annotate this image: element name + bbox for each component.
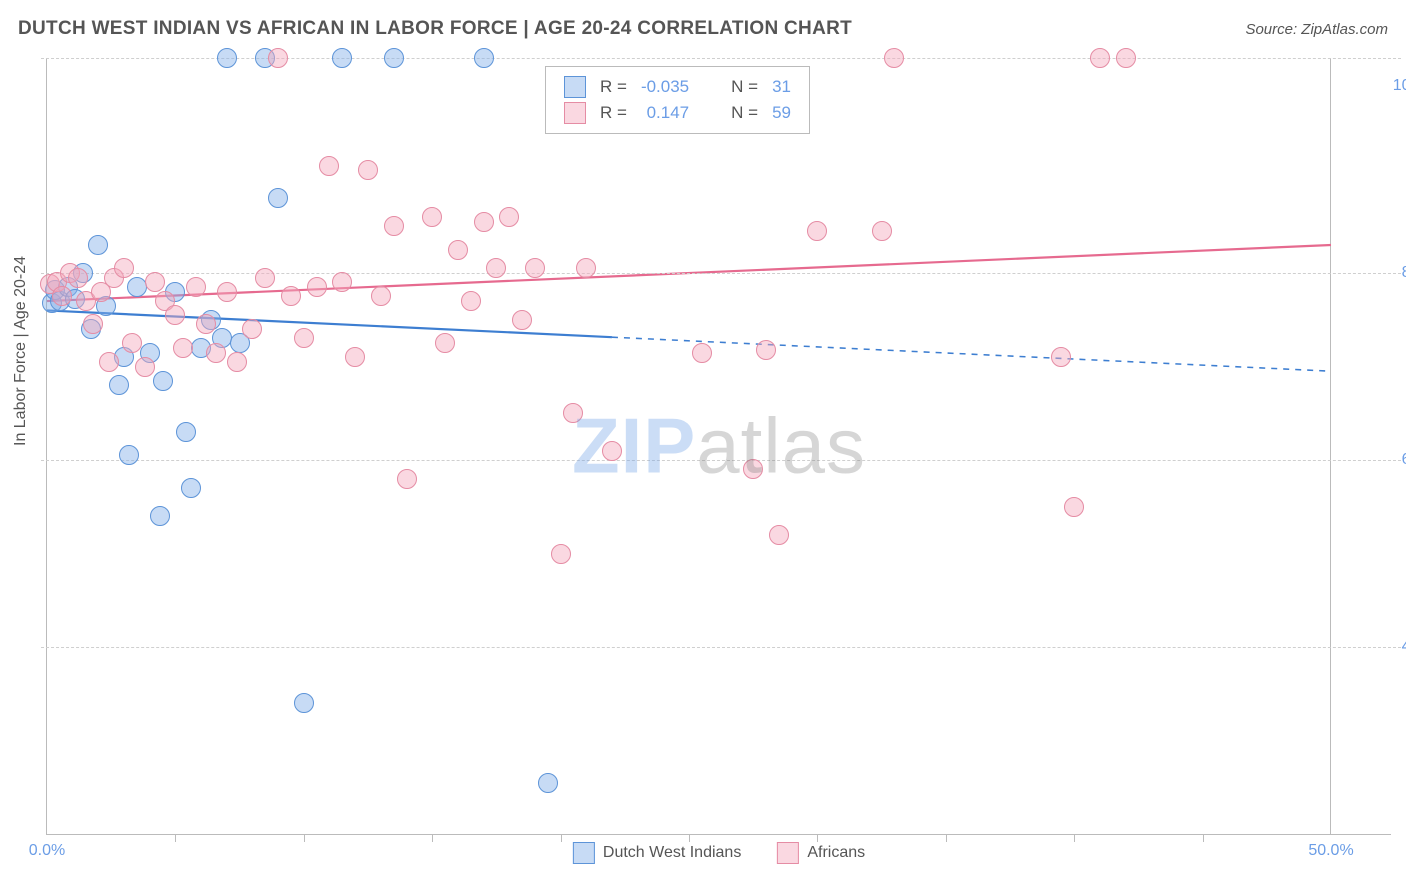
data-point-pink — [227, 352, 247, 372]
r-label: R = — [594, 75, 633, 99]
x-axis-tick — [689, 834, 690, 842]
data-point-pink — [173, 338, 193, 358]
x-axis-tick — [946, 834, 947, 842]
data-point-blue — [384, 48, 404, 68]
x-axis-tick — [432, 834, 433, 842]
data-point-pink — [756, 340, 776, 360]
data-point-pink — [1116, 48, 1136, 68]
data-point-pink — [384, 216, 404, 236]
data-point-blue — [474, 48, 494, 68]
x-axis-tick — [175, 834, 176, 842]
gridline — [41, 58, 1401, 59]
legend-label: Dutch West Indians — [603, 844, 741, 862]
data-point-pink — [397, 469, 417, 489]
y-axis-title: In Labor Force | Age 20-24 — [12, 256, 30, 446]
r-value: -0.035 — [635, 75, 695, 99]
correlation-row: R =-0.035 N =31 — [558, 75, 797, 99]
data-point-pink — [692, 343, 712, 363]
data-point-pink — [422, 207, 442, 227]
data-point-pink — [186, 277, 206, 297]
data-point-blue — [294, 693, 314, 713]
data-point-blue — [109, 375, 129, 395]
legend-entry: Dutch West Indians — [573, 842, 741, 864]
series-legend: Dutch West Indians Africans — [573, 842, 865, 864]
swatch-pink — [777, 842, 799, 864]
swatch-blue — [573, 842, 595, 864]
data-point-pink — [872, 221, 892, 241]
x-axis-tick — [1203, 834, 1204, 842]
correlation-legend: R =-0.035 N =31 R =0.147 N =59 — [545, 66, 810, 134]
source-citation: Source: ZipAtlas.com — [1245, 21, 1388, 38]
data-point-pink — [68, 268, 88, 288]
data-point-pink — [512, 310, 532, 330]
data-point-pink — [255, 268, 275, 288]
y-axis-tick-label: 100.0% — [1393, 77, 1406, 95]
gridline — [41, 647, 1401, 648]
x-axis-tick-label: 50.0% — [1308, 842, 1353, 860]
data-point-pink — [135, 357, 155, 377]
data-point-blue — [217, 48, 237, 68]
r-label: R = — [594, 101, 633, 125]
x-axis-tick — [817, 834, 818, 842]
data-point-pink — [551, 544, 571, 564]
x-axis-tick — [1074, 834, 1075, 842]
gridline — [41, 273, 1401, 274]
data-point-pink — [474, 212, 494, 232]
n-value: 59 — [766, 101, 797, 125]
y-axis-tick-label: 60.0% — [1402, 451, 1406, 469]
trendlines-layer — [47, 58, 1391, 834]
data-point-blue — [181, 478, 201, 498]
data-point-pink — [217, 282, 237, 302]
gridline — [41, 460, 1401, 461]
trendline-blue-extrapolated — [612, 337, 1331, 371]
y-axis-tick-label: 80.0% — [1402, 264, 1406, 282]
legend-label: Africans — [807, 844, 865, 862]
data-point-blue — [153, 371, 173, 391]
data-point-pink — [1090, 48, 1110, 68]
data-point-blue — [176, 422, 196, 442]
data-point-blue — [538, 773, 558, 793]
x-axis-tick — [304, 834, 305, 842]
data-point-pink — [1064, 497, 1084, 517]
data-point-pink — [602, 441, 622, 461]
data-point-blue — [150, 506, 170, 526]
data-point-pink — [769, 525, 789, 545]
data-point-pink — [99, 352, 119, 372]
data-point-pink — [206, 343, 226, 363]
swatch-blue — [564, 76, 586, 98]
swatch-pink — [564, 102, 586, 124]
scatter-plot-area: ZIPatlas R =-0.035N =31R =0.147N =59 Dut… — [46, 58, 1391, 835]
correlation-row: R =0.147 N =59 — [558, 101, 797, 125]
title-bar: DUTCH WEST INDIAN VS AFRICAN IN LABOR FO… — [18, 18, 1388, 40]
r-value: 0.147 — [635, 101, 695, 125]
x-axis-tick — [561, 834, 562, 842]
n-label: N = — [725, 101, 764, 125]
y-axis-tick-label: 40.0% — [1402, 638, 1406, 656]
n-label: N = — [725, 75, 764, 99]
data-point-pink — [461, 291, 481, 311]
data-point-pink — [307, 277, 327, 297]
data-point-blue — [127, 277, 147, 297]
data-point-pink — [448, 240, 468, 260]
n-value: 31 — [766, 75, 797, 99]
data-point-pink — [319, 156, 339, 176]
data-point-pink — [268, 48, 288, 68]
data-point-pink — [122, 333, 142, 353]
x-axis-tick-label: 0.0% — [29, 842, 65, 860]
chart-title: DUTCH WEST INDIAN VS AFRICAN IN LABOR FO… — [18, 18, 852, 40]
legend-entry: Africans — [777, 842, 865, 864]
